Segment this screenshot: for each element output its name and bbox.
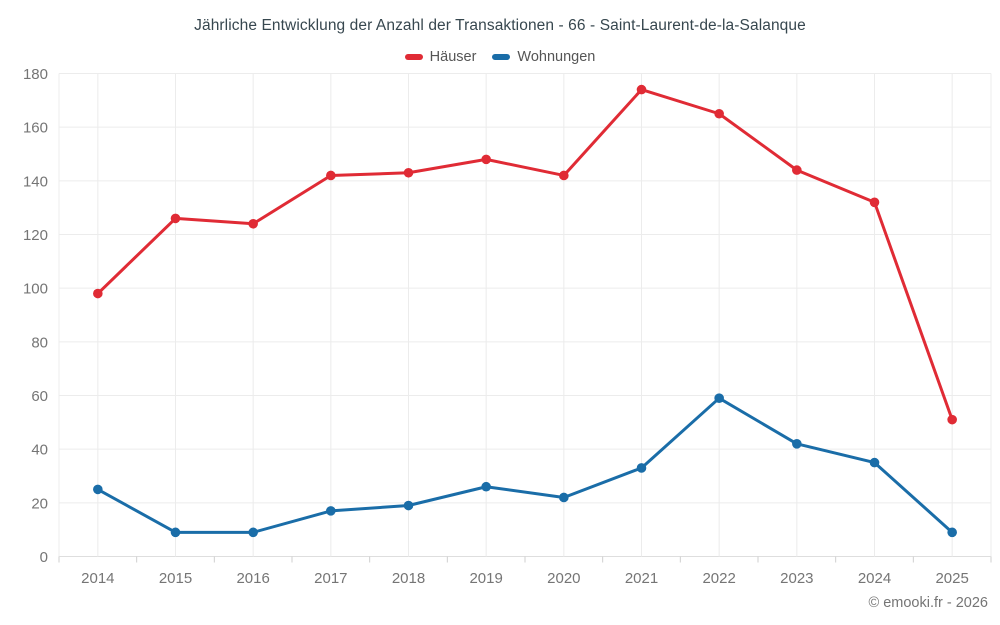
x-axis-tick-label: 2015	[159, 570, 192, 587]
y-axis-tick-label: 0	[40, 549, 48, 566]
data-point-wohnungen-2015	[170, 527, 181, 538]
data-point-häuser-2016	[248, 218, 258, 229]
data-point-häuser-2018	[403, 167, 414, 178]
legend: Häuser Wohnungen	[0, 47, 1000, 67]
data-point-häuser-2023	[792, 165, 802, 175]
x-axis-tick-label: 2019	[469, 570, 502, 587]
legend-label-haeuser: Häuser	[429, 49, 477, 65]
data-point-wohnungen-2017	[326, 506, 336, 516]
data-point-häuser-2015	[170, 213, 181, 224]
data-point-häuser-2024	[869, 197, 880, 208]
data-point-wohnungen-2014	[93, 484, 103, 495]
data-point-wohnungen-2018	[403, 500, 414, 511]
data-point-wohnungen-2023	[792, 439, 802, 449]
legend-item-wohnungen[interactable]: Wohnungen	[492, 49, 595, 65]
data-point-häuser-2019	[481, 154, 491, 165]
x-axis-tick-label: 2025	[935, 570, 968, 587]
x-axis-tick-label: 2014	[81, 570, 114, 587]
chart-title: Jährliche Entwicklung der Anzahl der Tra…	[194, 17, 806, 34]
y-axis-tick-label: 120	[23, 227, 48, 244]
y-axis-tick-label: 40	[31, 442, 48, 459]
data-point-häuser-2017	[326, 170, 336, 181]
haeuser-series-swatch-icon	[404, 54, 423, 60]
data-point-häuser-2020	[559, 170, 569, 181]
series-line-wohnungen	[96, 396, 954, 534]
data-point-häuser-2025	[947, 414, 957, 425]
x-axis-tick-label: 2018	[392, 570, 425, 587]
data-point-häuser-2021	[636, 84, 647, 95]
x-axis-tick-label: 2016	[236, 570, 269, 587]
x-axis-tick-label: 2020	[547, 570, 580, 587]
y-axis-tick-label: 180	[23, 66, 48, 83]
data-point-wohnungen-2021	[636, 463, 647, 473]
y-axis-tick-label: 140	[23, 173, 48, 190]
x-axis-tick-label: 2021	[625, 570, 658, 587]
y-axis-tick-label: 100	[23, 281, 48, 298]
x-axis-tick-label: 2022	[702, 570, 735, 587]
data-point-wohnungen-2020	[559, 492, 569, 503]
y-axis-tick-label: 60	[31, 388, 48, 405]
wohnungen-series-swatch-icon	[492, 54, 511, 60]
line-chart-plot-area: 0 20 40 60 80 100 120 140 160 180 2014 2015 2016 2017…	[23, 66, 992, 587]
legend-label-wohnungen: Wohnungen	[517, 49, 596, 65]
data-point-wohnungen-2024	[869, 457, 880, 468]
y-axis-tick-label: 80	[31, 334, 48, 351]
data-point-häuser-2014	[93, 288, 103, 299]
data-point-wohnungen-2022	[714, 393, 724, 403]
data-point-häuser-2022	[714, 108, 724, 119]
y-axis-tick-label: 160	[23, 120, 48, 137]
data-point-wohnungen-2019	[481, 481, 491, 492]
x-axis-tick-label: 2023	[780, 570, 813, 587]
series-line-häuser	[96, 88, 954, 422]
data-point-wohnungen-2025	[947, 527, 957, 538]
y-axis-tick-label: 20	[31, 495, 48, 512]
credit-footer: © emooki.fr - 2026	[868, 595, 988, 611]
x-axis-tick-label: 2017	[314, 570, 347, 587]
x-axis-tick-label: 2024	[858, 570, 891, 587]
data-point-wohnungen-2016	[248, 527, 258, 538]
legend-item-haeuser[interactable]: Häuser	[404, 49, 477, 65]
